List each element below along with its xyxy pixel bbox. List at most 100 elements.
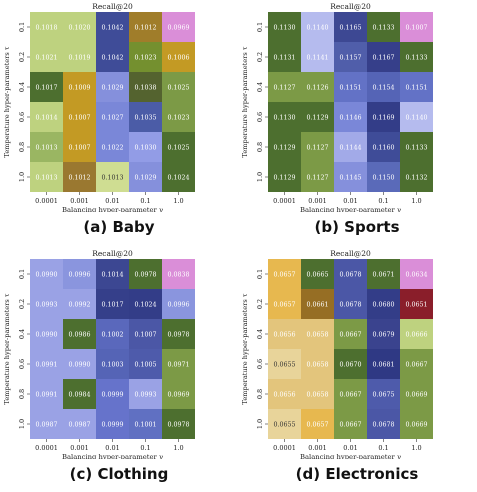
- y-tick-label: 0.8: [256, 142, 264, 152]
- heatmap-cell: [400, 259, 433, 289]
- heatmap-cell: [96, 259, 129, 289]
- y-tick-label: 0.2: [18, 299, 26, 309]
- cell-value: 0.0679: [372, 331, 394, 338]
- heatmap-cell: [30, 379, 63, 409]
- heatmap-cell: [400, 379, 433, 409]
- cell-value: 0.1144: [339, 144, 361, 151]
- heatmap-cell: [129, 72, 162, 102]
- y-tick-label: 1.0: [256, 172, 264, 182]
- cell-value: 0.1007: [134, 331, 156, 338]
- heatmap-cell: [268, 409, 301, 439]
- cell-value: 0.0680: [372, 301, 394, 308]
- cell-value: 0.0990: [68, 361, 90, 368]
- x-axis-label: Balancing hyper-parameter γ: [62, 453, 163, 459]
- panel-sports: Recall@20 0.1130 0.1140 0.1165 0.1133 0.1007 0…: [238, 0, 476, 245]
- cell-value: 0.0658: [306, 361, 328, 368]
- heatmap-cell: [129, 42, 162, 72]
- heatmap-cell: [30, 12, 63, 42]
- cell-value: 0.0665: [306, 271, 328, 278]
- heatmap-cell: [367, 409, 400, 439]
- heatmap-cell: [268, 132, 301, 162]
- panel-baby: Recall@20 0.1018 0.1020 0.1042 0.1012 0.0969 0…: [0, 0, 238, 245]
- cell-value: 0.0670: [339, 361, 361, 368]
- cell-value: 0.1167: [372, 54, 394, 61]
- cell-value: 0.0667: [339, 421, 361, 428]
- x-tick-label: 0.0001: [273, 444, 296, 452]
- heatmap-cell: [30, 289, 63, 319]
- cell-value: 0.1129: [273, 144, 295, 151]
- heatmap-cell: [301, 319, 334, 349]
- x-tick-label: 1.0: [411, 444, 421, 452]
- cell-value: 0.0678: [339, 301, 361, 308]
- caption-electronics: (d) Electronics: [295, 465, 419, 483]
- heatmap-cell: [129, 259, 162, 289]
- heatmap-cell: [162, 259, 195, 289]
- cell-value: 0.1169: [372, 114, 394, 121]
- heatmap-cell: [162, 319, 195, 349]
- x-tick-label: 0.1: [378, 197, 388, 205]
- heatmap-cell: [30, 42, 63, 72]
- heatmap-cell: [63, 162, 96, 192]
- y-tick-label: 0.8: [256, 389, 264, 399]
- heatmap-cell: [334, 12, 367, 42]
- heatmap-cell: [162, 289, 195, 319]
- heatmap-cell: [301, 102, 334, 132]
- cell-value: 0.0667: [405, 361, 427, 368]
- cell-value: 0.0996: [68, 271, 90, 278]
- y-tick-label: 1.0: [18, 172, 26, 182]
- heatmap-cell: [367, 12, 400, 42]
- heatmap-cell: [334, 289, 367, 319]
- cell-value: 0.1029: [134, 174, 156, 181]
- cell-value: 0.0993: [35, 301, 57, 308]
- heatmap-cell: [268, 379, 301, 409]
- cell-value: 0.1129: [273, 174, 295, 181]
- x-tick-label: 0.01: [105, 444, 119, 452]
- cell-value: 0.0657: [273, 301, 295, 308]
- cell-value: 0.0978: [167, 331, 189, 338]
- cell-value: 0.0634: [405, 271, 427, 278]
- cell-value: 0.0657: [306, 421, 328, 428]
- x-axis-label: Balancing hyper-parameter γ: [300, 453, 401, 459]
- cell-value: 0.1154: [372, 84, 394, 91]
- heatmap-cell: [268, 72, 301, 102]
- heatmap-cell: [63, 289, 96, 319]
- heatmap-cell: [334, 409, 367, 439]
- cell-value: 0.1013: [35, 144, 57, 151]
- y-tick-label: 0.1: [256, 22, 264, 32]
- cell-value: 0.1130: [273, 24, 295, 31]
- heatmap-cell: [301, 162, 334, 192]
- cell-value: 0.0987: [68, 421, 90, 428]
- cell-value: 0.1025: [167, 144, 189, 151]
- heatmap-sports: Recall@20 0.1130 0.1140 0.1165 0.1133 0.1007 0…: [241, 2, 433, 212]
- heatmap-cell: [268, 12, 301, 42]
- heatmap-cell: [301, 379, 334, 409]
- heatmap-baby: Recall@20 0.1018 0.1020 0.1042 0.1012 0.0969 0…: [3, 2, 195, 212]
- heatmap-cell: [63, 379, 96, 409]
- heatmap-cell: [334, 162, 367, 192]
- y-tick-label: 0.8: [18, 142, 26, 152]
- cell-value: 0.1129: [306, 114, 328, 121]
- heatmap-cell: [63, 349, 96, 379]
- y-tick-label: 0.4: [256, 329, 264, 339]
- heatmap-cell: [268, 42, 301, 72]
- panel-clothing: Recall@20 0.0990 0.0996 0.1014 0.0978 0.0838 0…: [0, 247, 238, 492]
- cell-value: 0.1022: [101, 144, 123, 151]
- heatmap-cell: [367, 319, 400, 349]
- heatmap-cell: [129, 379, 162, 409]
- cell-value: 0.0978: [134, 271, 156, 278]
- cell-value: 0.0971: [167, 361, 189, 368]
- heatmap-cell: [400, 72, 433, 102]
- y-tick-label: 0.8: [18, 389, 26, 399]
- cell-value: 0.0667: [339, 391, 361, 398]
- heatmap-cell: [129, 132, 162, 162]
- heatmap-cell: [129, 409, 162, 439]
- y-tick-label: 0.6: [18, 359, 26, 369]
- heatmap-cell: [367, 289, 400, 319]
- cell-value: 0.1042: [101, 54, 123, 61]
- cell-value: 0.1017: [35, 84, 57, 91]
- cell-value: 0.1024: [134, 301, 156, 308]
- heatmap-cell: [30, 319, 63, 349]
- heatmap-cell: [301, 349, 334, 379]
- heatmap-cell: [63, 259, 96, 289]
- cell-value: 0.1151: [405, 84, 427, 91]
